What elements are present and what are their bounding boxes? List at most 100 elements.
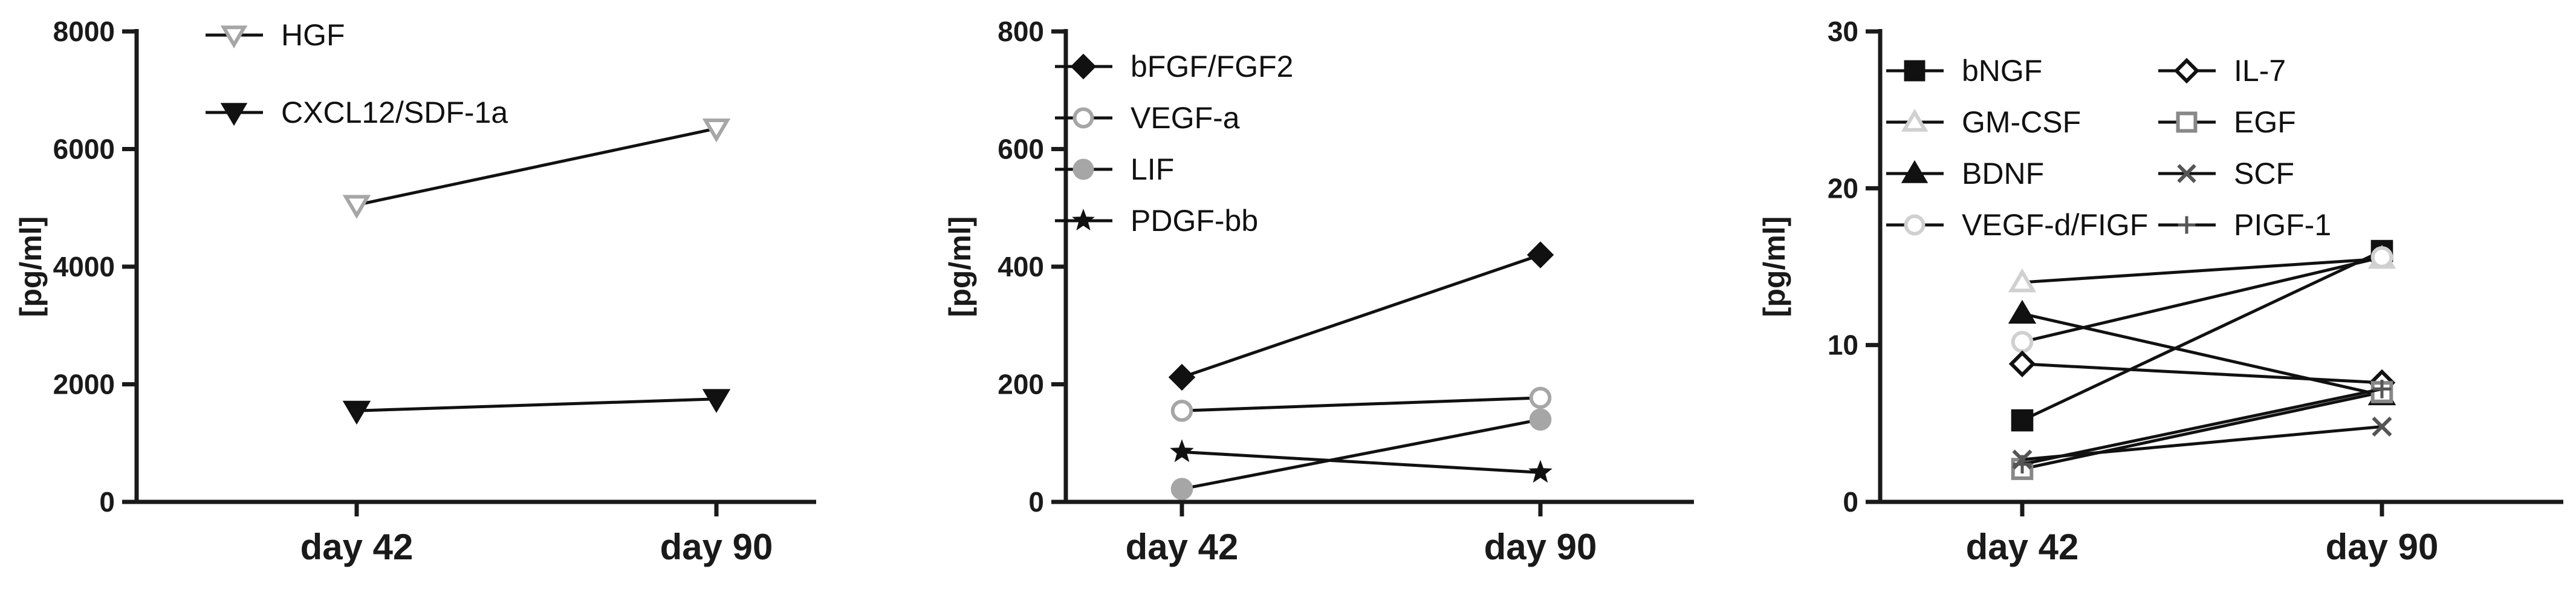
legend-label: PIGF-1 [2234, 208, 2331, 242]
legend-label: GM-CSF [1962, 105, 2081, 139]
series-line [1181, 450, 1541, 474]
series-line [2022, 312, 2383, 397]
legend-marker [220, 103, 248, 126]
data-point [1170, 439, 1194, 463]
legend-marker [2177, 164, 2196, 183]
y-tick-label: 0 [1028, 486, 1044, 518]
data-point [1168, 363, 1196, 391]
series-cxcl12-sdf-1a [342, 389, 731, 425]
legend-item: IL-7 [2158, 54, 2286, 88]
series-line [2022, 391, 2383, 470]
legend: bFGF/FGF2 VEGF-a LIF PDGF-bb [1055, 50, 1293, 238]
x-tick-label: day 42 [300, 527, 414, 567]
legend-marker [2178, 216, 2196, 234]
legend-label: bNGF [1962, 54, 2042, 88]
series-line [1181, 418, 1541, 491]
chart-panel-3: 0 10 20 30 [pg/ml] day 42 day 90 bNGF GM-CSF BDNF… [1757, 16, 2563, 567]
series-pdgf-bb [1170, 439, 1552, 483]
legend-marker [1070, 53, 1097, 80]
data-point [342, 195, 371, 219]
legend-label: SCF [2234, 157, 2294, 190]
x-tick-label: day 90 [1484, 527, 1597, 567]
legend-item: bNGF [1886, 54, 2042, 88]
legend-item: EGF [2158, 105, 2296, 139]
y-axis-label: [pg/ml] [943, 216, 977, 317]
data-point [1529, 386, 1552, 409]
legend-item: GM-CSF [1886, 105, 2081, 139]
y-tick-label: 0 [1843, 486, 1858, 518]
y-tick-label: 30 [1828, 16, 1858, 47]
legend-item: VEGF-d/FIGF [1886, 208, 2148, 242]
data-point [2011, 409, 2034, 432]
data-point [2011, 331, 2034, 353]
x-tick-label: day 42 [1126, 527, 1239, 567]
data-point [2013, 455, 2032, 474]
legend-item: PIGF-1 [2158, 208, 2331, 242]
y-tick-label: 600 [998, 134, 1044, 165]
data-point [1170, 478, 1193, 500]
series-egf [2011, 381, 2393, 480]
series-line [2022, 362, 2383, 385]
series-vegf-d-figf [2011, 246, 2393, 353]
y-tick-label: 4000 [53, 251, 115, 282]
series-bfgf-fgf2 [1168, 241, 1554, 391]
series-vegf-a [1170, 386, 1552, 422]
legend-item: PDGF-bb [1055, 204, 1258, 238]
series-lif [1170, 408, 1552, 500]
data-point [702, 389, 731, 413]
series-pigf-1 [2013, 379, 2392, 474]
legend-item: SCF [2158, 157, 2294, 190]
series-line [1181, 396, 1541, 412]
y-tick-label: 10 [1828, 330, 1858, 361]
series-line [2021, 249, 2383, 422]
data-point [1529, 408, 1552, 431]
legend-item: LIF [1055, 152, 1174, 186]
series-bdnf [2008, 299, 2396, 406]
series-line [356, 127, 717, 207]
data-point [1170, 399, 1193, 422]
y-tick-label: 20 [1828, 172, 1858, 204]
data-point [2372, 379, 2392, 398]
series-hgf [342, 118, 731, 219]
data-point [702, 118, 731, 143]
y-tick-label: 6000 [53, 134, 115, 165]
legend-marker [1901, 108, 1929, 132]
legend-marker [1901, 160, 1929, 183]
legend-label: LIF [1131, 152, 1174, 186]
legend-item: VEGF-a [1055, 101, 1240, 135]
y-tick-label: 400 [998, 251, 1044, 282]
series-line [1181, 253, 1541, 379]
series-il-7 [2008, 350, 2396, 397]
legend: bNGF GM-CSF BDNF VEGF-d/FIGF IL-7 EGF SCF PIGF-… [1886, 54, 2331, 242]
legend-label: HGF [281, 18, 345, 52]
legend-label: bFGF/FGF2 [1131, 50, 1293, 83]
data-point [1528, 460, 1552, 483]
data-point [2370, 246, 2393, 268]
chart-panel-2: 0 200 400 600 800 [pg/ml] day 42 day 90 bFGF/FGF… [943, 16, 1694, 567]
legend-marker [1072, 107, 1094, 129]
legend-item: HGF [206, 18, 345, 52]
legend-label: VEGF-d/FIGF [1962, 208, 2148, 242]
legend-marker [220, 25, 248, 49]
series-line [356, 397, 717, 412]
x-tick-label: day 90 [660, 527, 773, 567]
series-line [2022, 425, 2383, 461]
series-line [2022, 257, 2383, 284]
data-point [342, 400, 371, 425]
data-point [2008, 268, 2037, 293]
y-tick-label: 800 [998, 16, 1044, 47]
legend-label: BDNF [1962, 157, 2044, 190]
data-point [2008, 350, 2036, 378]
legend-label: VEGF-a [1131, 101, 1240, 135]
chart-panel-1: 0 2000 4000 6000 8000 [pg/ml] day 42 day 90 HGF C… [14, 16, 816, 567]
x-tick-label: day 90 [2326, 527, 2439, 567]
y-tick-label: 2000 [53, 369, 115, 400]
legend-marker [1904, 60, 1926, 82]
legend-item: CXCL12/SDF-1a [206, 96, 508, 129]
series-line [2022, 256, 2383, 343]
x-tick-label: day 42 [1966, 527, 2079, 567]
legend-item: bFGF/FGF2 [1055, 50, 1293, 83]
legend-marker [1072, 209, 1095, 231]
